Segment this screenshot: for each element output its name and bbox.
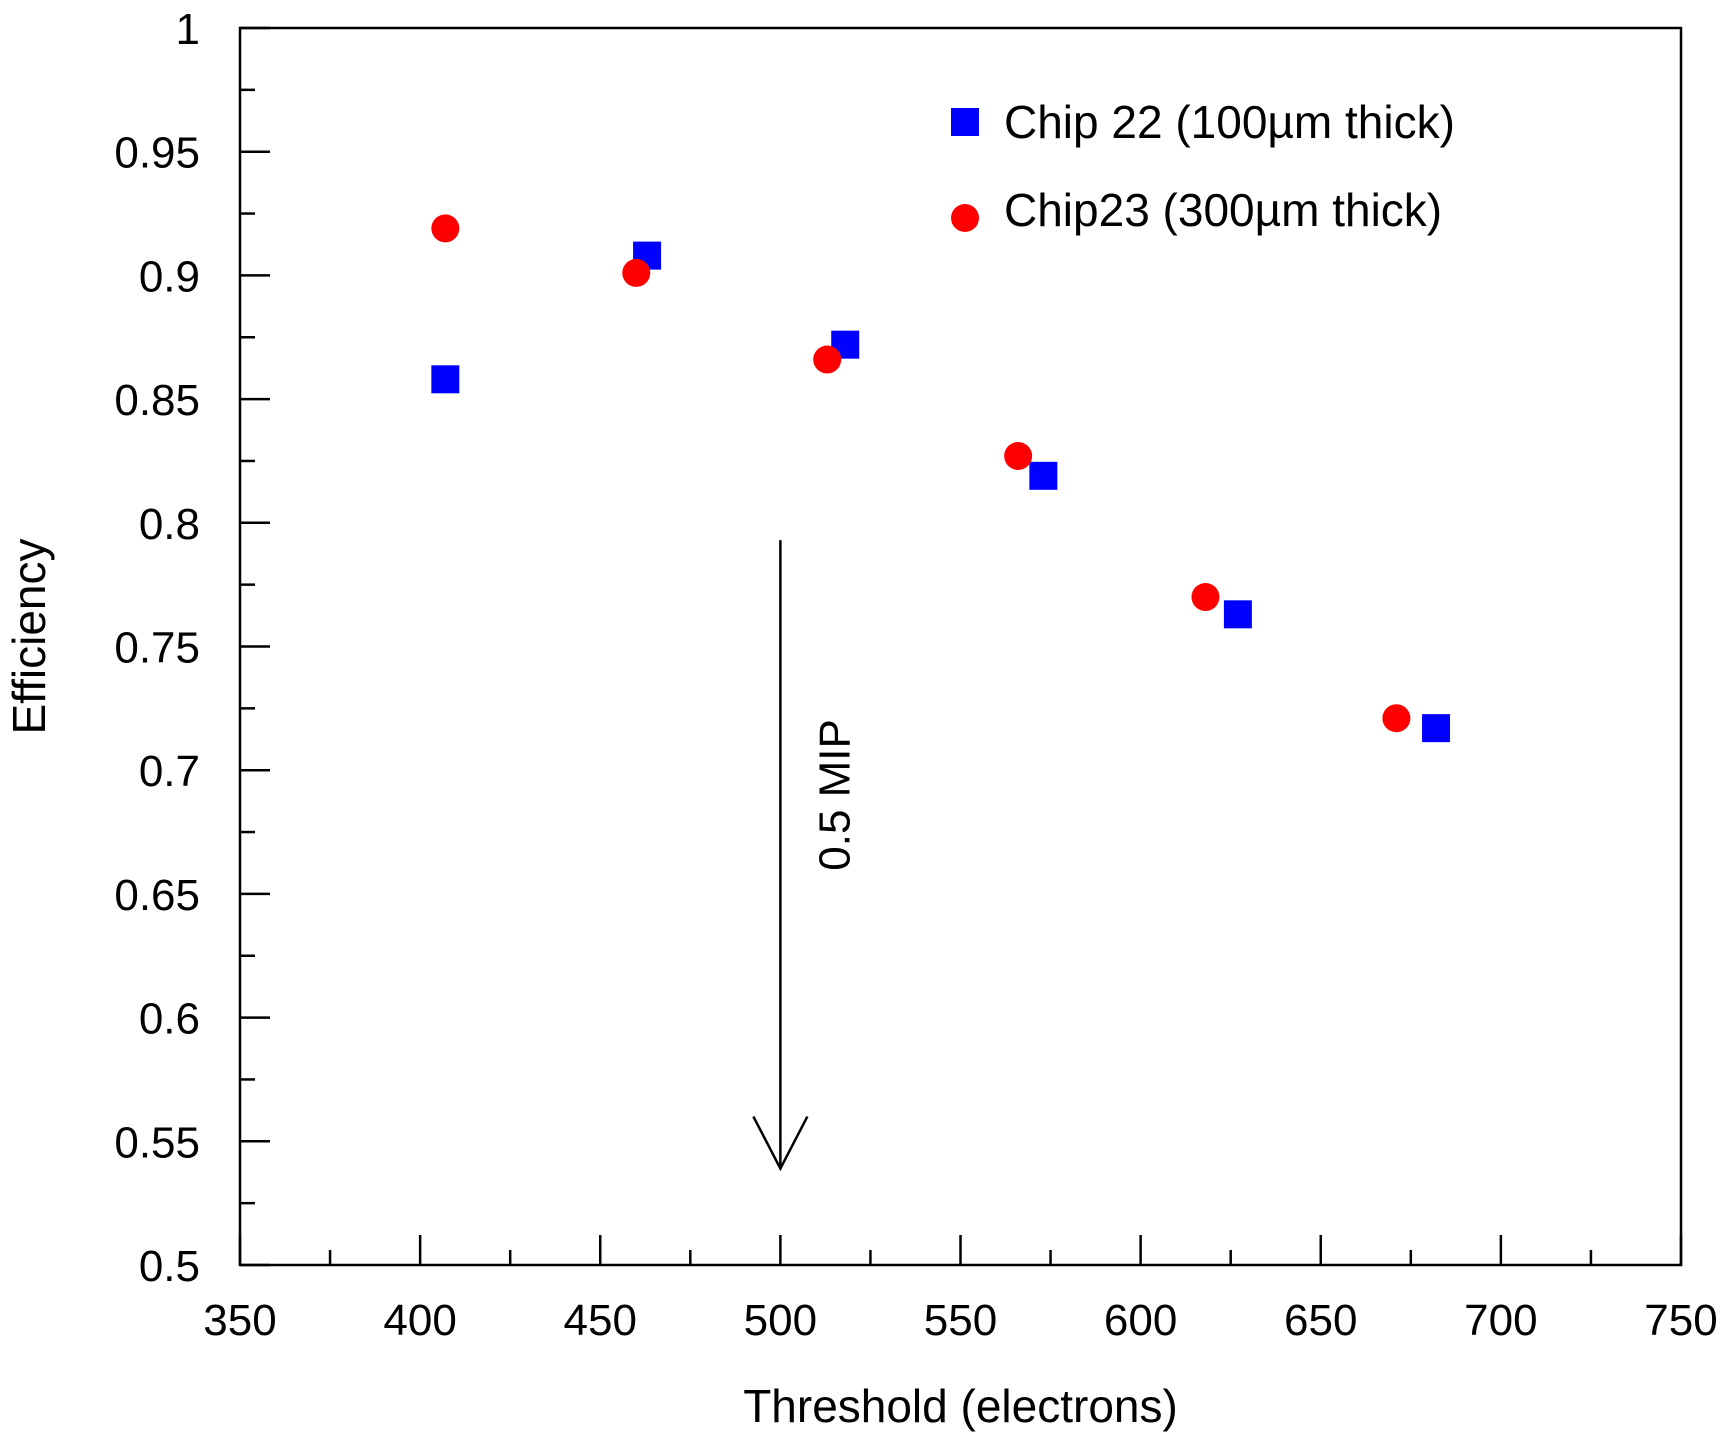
circle-data-point [622, 258, 651, 287]
circle-data-point [813, 345, 842, 374]
y-tick-label: 0.85 [114, 376, 200, 425]
y-tick-label: 0.6 [139, 995, 200, 1044]
legend-marker-circle [951, 204, 979, 232]
x-tick-label: 500 [744, 1296, 817, 1345]
y-tick-label: 0.8 [139, 500, 200, 549]
y-tick-label: 0.5 [139, 1242, 200, 1291]
circle-data-point [1191, 583, 1220, 612]
legend-label: Chip23 (300µm thick) [1004, 184, 1442, 236]
x-axis-title: Threshold (electrons) [743, 1380, 1178, 1432]
square-data-point [1029, 461, 1058, 490]
circle-data-point [1382, 704, 1411, 733]
legend-label: Chip 22 (100µm thick) [1004, 96, 1455, 148]
y-tick-label: 1 [176, 5, 200, 54]
x-tick-label: 600 [1104, 1296, 1177, 1345]
x-tick-label: 350 [203, 1296, 276, 1345]
x-tick-label: 400 [383, 1296, 456, 1345]
legend: Chip 22 (100µm thick) Chip23 (300µm thick… [951, 96, 1455, 236]
annotation-label: 0.5 MIP [810, 719, 859, 871]
x-tick-label: 700 [1464, 1296, 1537, 1345]
y-tick-label: 0.7 [139, 747, 200, 796]
x-tick-label: 450 [564, 1296, 637, 1345]
y-tick-label: 0.75 [114, 624, 200, 673]
y-tick-label: 0.9 [139, 252, 200, 301]
square-data-point [1223, 600, 1252, 629]
data-markers [431, 214, 1451, 743]
x-tick-label: 650 [1284, 1296, 1357, 1345]
y-tick-label: 0.65 [114, 871, 200, 920]
x-tick-label: 550 [924, 1296, 997, 1345]
circle-data-point [1004, 442, 1033, 471]
y-tick-label: 0.55 [114, 1118, 200, 1167]
square-data-point [431, 365, 460, 394]
y-tick-label: 0.95 [114, 129, 200, 178]
annotation-arrow-head [752, 1115, 809, 1172]
x-tick-label: 750 [1644, 1296, 1717, 1345]
tick-labels: 350 400 450 500 550 600 650 700 750 0.5 0.55 0.6 0.6… [114, 5, 1717, 1345]
axis-ticks [238, 26, 1683, 1267]
square-data-point [1422, 714, 1451, 743]
y-axis-title: Efficiency [3, 538, 55, 734]
annotation-group: 0.5 MIP [752, 540, 859, 1172]
legend-marker-square [951, 108, 979, 136]
circle-data-point [431, 214, 460, 243]
